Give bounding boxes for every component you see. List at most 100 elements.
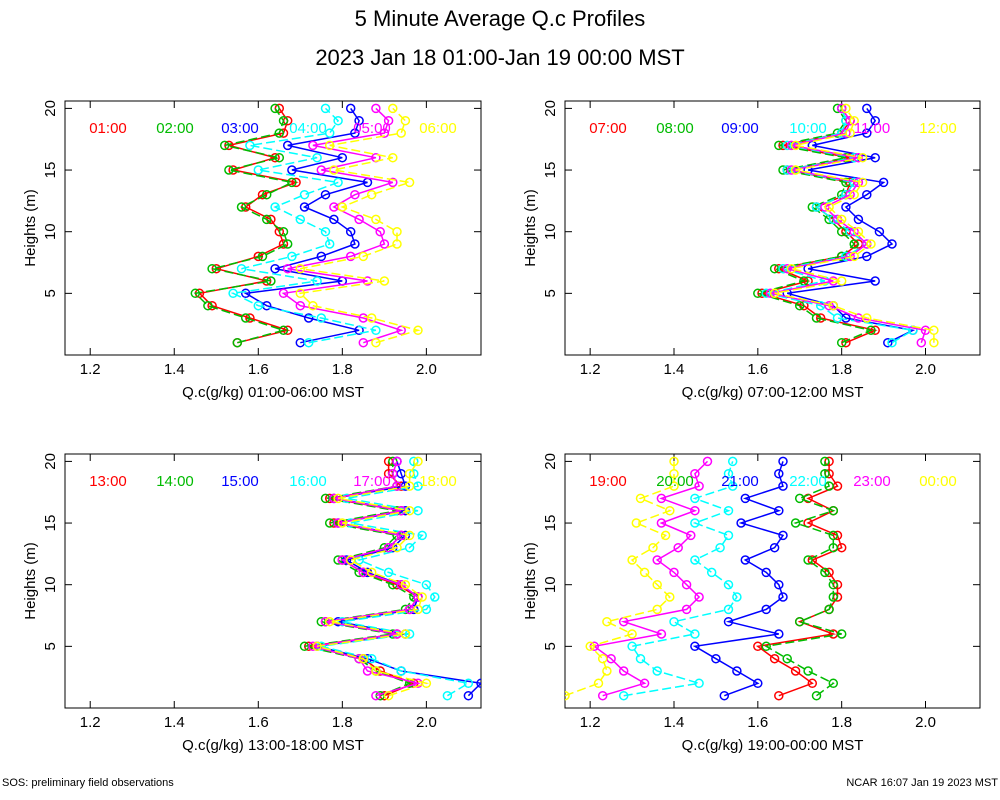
data-point bbox=[417, 530, 427, 541]
data-point bbox=[740, 555, 751, 565]
data-point bbox=[345, 103, 356, 114]
chart-title: 5 Minute Average Q.c Profiles bbox=[354, 6, 646, 31]
data-point bbox=[224, 165, 234, 175]
data-point bbox=[652, 666, 662, 676]
data-point bbox=[665, 592, 675, 602]
data-point bbox=[379, 239, 390, 249]
data-point bbox=[836, 337, 847, 348]
data-point bbox=[774, 690, 784, 701]
data-point bbox=[841, 202, 851, 212]
series-group bbox=[565, 456, 847, 701]
data-point bbox=[845, 128, 855, 138]
data-point bbox=[463, 690, 474, 701]
data-point bbox=[866, 239, 876, 249]
data-point bbox=[660, 530, 671, 541]
data-point bbox=[836, 103, 847, 114]
data-point bbox=[803, 555, 813, 565]
data-point bbox=[656, 518, 667, 528]
data-point bbox=[849, 189, 859, 200]
data-point bbox=[782, 653, 792, 664]
data-point bbox=[862, 128, 872, 138]
data-point bbox=[282, 140, 293, 151]
data-point bbox=[841, 103, 851, 114]
data-point bbox=[396, 666, 406, 676]
data-point bbox=[404, 481, 415, 491]
data-point bbox=[790, 666, 801, 676]
x-axis-label: Q.c(g/kg) 01:00-06:00 MST bbox=[182, 384, 364, 401]
data-point bbox=[828, 300, 839, 311]
series-group bbox=[753, 103, 939, 348]
data-point bbox=[794, 300, 805, 311]
data-point bbox=[245, 313, 255, 323]
data-point bbox=[278, 288, 289, 299]
data-point bbox=[421, 678, 432, 689]
data-point bbox=[278, 325, 289, 336]
data-point bbox=[379, 276, 390, 286]
data-point bbox=[681, 579, 692, 590]
data-point bbox=[820, 567, 830, 578]
data-point bbox=[312, 152, 322, 163]
x-tick-label: 1.2 bbox=[580, 361, 601, 378]
data-point bbox=[585, 641, 595, 652]
data-point bbox=[404, 629, 415, 639]
data-point bbox=[639, 567, 650, 578]
data-point bbox=[312, 641, 322, 652]
data-point bbox=[820, 456, 830, 467]
data-point bbox=[287, 165, 297, 175]
data-point bbox=[371, 103, 381, 114]
data-point bbox=[329, 214, 339, 225]
data-point bbox=[350, 189, 360, 200]
data-point bbox=[350, 128, 360, 138]
legend-entry: 18:00 bbox=[419, 473, 457, 490]
data-point bbox=[316, 313, 327, 323]
data-point bbox=[337, 152, 348, 163]
data-point bbox=[694, 592, 704, 602]
data-point bbox=[828, 505, 839, 516]
data-point bbox=[287, 177, 297, 188]
data-point bbox=[618, 666, 629, 676]
data-point bbox=[778, 481, 788, 491]
data-point bbox=[853, 177, 864, 188]
data-point bbox=[287, 251, 297, 262]
data-point bbox=[723, 579, 734, 590]
data-point bbox=[463, 678, 474, 689]
data-point bbox=[690, 629, 700, 639]
data-point bbox=[257, 189, 268, 200]
data-point bbox=[392, 481, 402, 491]
legend-entry: 06:00 bbox=[419, 120, 457, 137]
x-tick-label: 1.6 bbox=[747, 361, 768, 378]
x-tick-label: 1.6 bbox=[248, 714, 269, 731]
data-point bbox=[203, 300, 213, 311]
data-point bbox=[337, 202, 348, 212]
data-point bbox=[820, 468, 830, 479]
data-point bbox=[312, 276, 322, 286]
data-point bbox=[207, 300, 217, 311]
data-point bbox=[320, 103, 331, 114]
data-point bbox=[228, 288, 238, 299]
data-point bbox=[828, 592, 839, 602]
legend-entry: 11:00 bbox=[854, 120, 890, 137]
data-point bbox=[274, 128, 285, 138]
data-point bbox=[702, 456, 713, 467]
data-point bbox=[270, 103, 280, 114]
data-point bbox=[669, 456, 679, 467]
y-tick-label: 15 bbox=[542, 515, 559, 532]
data-point bbox=[870, 115, 880, 126]
series-line-1800 bbox=[316, 460, 430, 697]
data-point bbox=[929, 337, 939, 348]
data-point bbox=[862, 251, 872, 262]
data-point bbox=[476, 678, 481, 689]
data-point bbox=[690, 641, 700, 652]
data-point bbox=[690, 493, 700, 504]
data-point bbox=[723, 530, 734, 541]
chart-subtitle: 2023 Jan 18 01:00-Jan 19 00:00 MST bbox=[315, 45, 685, 70]
data-point bbox=[295, 300, 306, 311]
data-point bbox=[736, 518, 746, 528]
data-point bbox=[404, 530, 415, 541]
x-axis-label: Q.c(g/kg) 19:00-00:00 MST bbox=[682, 737, 864, 754]
data-point bbox=[219, 140, 230, 151]
data-point bbox=[828, 579, 839, 590]
data-point bbox=[371, 666, 381, 676]
data-point bbox=[870, 152, 880, 163]
